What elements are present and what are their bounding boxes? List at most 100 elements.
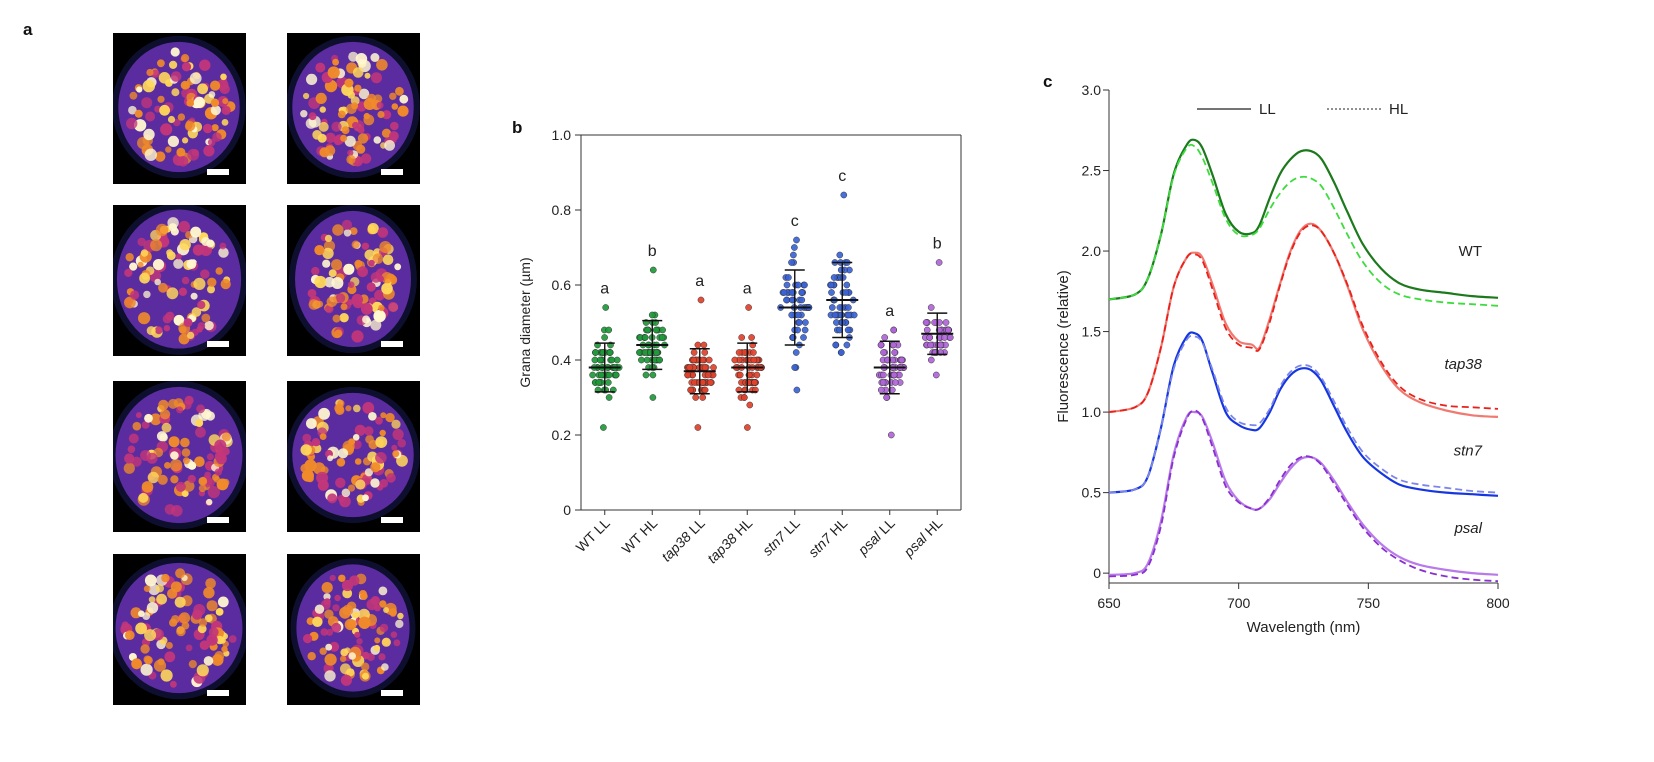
granum-spot — [167, 588, 178, 599]
granum-spot — [176, 626, 186, 637]
micrograph-tile — [287, 381, 420, 532]
granum-spot — [210, 80, 221, 91]
y-tick-label: 1.0 — [552, 127, 572, 143]
granum-spot — [185, 644, 193, 652]
granum-spot — [306, 73, 318, 85]
data-point — [891, 379, 899, 386]
granum-spot — [176, 147, 186, 157]
data-point — [837, 349, 845, 356]
granum-spot — [395, 619, 404, 629]
granum-spot — [184, 121, 196, 132]
data-point — [605, 326, 613, 334]
granum-spot — [319, 433, 327, 440]
granum-spot — [218, 247, 229, 258]
data-point — [638, 356, 645, 364]
data-point — [750, 356, 758, 364]
granum-spot — [321, 582, 333, 594]
y-axis-title: Fluorescence (relative) — [1055, 270, 1072, 423]
granum-spot — [155, 223, 169, 237]
granum-spot — [139, 272, 150, 284]
granum-spot — [343, 229, 352, 237]
granum-spot — [318, 407, 330, 420]
granum-spot — [148, 596, 156, 603]
granum-spot — [124, 453, 135, 464]
dot-group — [636, 266, 668, 401]
granum-spot — [368, 412, 377, 421]
granum-spot — [379, 429, 386, 437]
data-point — [791, 244, 798, 251]
granum-spot — [354, 84, 362, 92]
data-point — [686, 364, 694, 371]
granum-spot — [187, 474, 196, 484]
granum-spot — [360, 153, 372, 164]
granum-spot — [334, 329, 343, 338]
granum-spot — [165, 311, 175, 321]
granum-spot — [347, 299, 354, 306]
granum-spot — [144, 656, 153, 665]
granum-spot — [395, 86, 404, 96]
granum-spot — [342, 588, 353, 599]
x-tick-label: tap38 LL — [658, 515, 708, 565]
data-point — [783, 281, 791, 289]
granum-spot — [186, 259, 197, 269]
granum-spot — [212, 132, 222, 142]
data-point — [649, 371, 657, 379]
granum-spot — [134, 109, 143, 118]
granum-spot — [144, 413, 153, 423]
granum-spot — [318, 121, 329, 132]
granum-spot — [181, 276, 190, 285]
granum-spot — [347, 281, 355, 288]
granum-spot — [352, 434, 360, 441]
granum-spot — [374, 637, 381, 644]
granum-spot — [178, 612, 191, 624]
scale-bar — [207, 169, 229, 175]
data-point — [658, 334, 666, 341]
granum-spot — [329, 574, 336, 582]
granum-spot — [178, 287, 188, 296]
data-point — [606, 349, 614, 356]
spectrum-line-ll — [1108, 138, 1499, 301]
granum-spot — [332, 604, 340, 612]
granum-spot — [197, 83, 208, 95]
data-point — [738, 334, 746, 341]
granum-spot — [187, 461, 197, 470]
data-point — [649, 266, 657, 274]
granum-spot — [322, 259, 331, 268]
granum-spot — [219, 242, 227, 250]
data-point — [922, 319, 930, 326]
data-point — [748, 334, 755, 341]
micrograph-tile — [287, 205, 420, 356]
data-point — [840, 191, 848, 199]
spectrum-line-hl — [1108, 409, 1499, 583]
granum-spot — [373, 309, 386, 323]
data-point — [926, 334, 934, 341]
granum-spot — [154, 278, 161, 286]
granum-spot — [303, 92, 310, 100]
granum-spot — [370, 462, 381, 473]
data-point — [927, 356, 935, 364]
data-point — [801, 326, 809, 334]
granum-spot — [360, 303, 373, 315]
granum-spot — [378, 304, 385, 312]
granum-spot — [170, 71, 182, 82]
granum-spot — [138, 610, 145, 617]
granum-spot — [379, 600, 387, 608]
granum-spot — [181, 448, 191, 457]
granum-spot — [397, 612, 404, 620]
granum-spot — [331, 259, 343, 271]
granum-spot — [171, 88, 180, 97]
granum-spot — [206, 634, 218, 646]
y-tick-label: 2.0 — [1082, 243, 1102, 259]
scale-bar — [207, 517, 229, 523]
granum-spot — [300, 110, 308, 118]
data-point — [883, 394, 890, 401]
granum-spot — [361, 242, 370, 250]
granum-spot — [170, 680, 177, 688]
granum-spot — [175, 568, 186, 579]
granum-spot — [381, 272, 393, 284]
granum-spot — [372, 253, 384, 264]
data-point — [704, 371, 712, 379]
granum-spot — [214, 468, 222, 476]
data-point — [843, 281, 851, 289]
granum-spot — [332, 314, 341, 323]
